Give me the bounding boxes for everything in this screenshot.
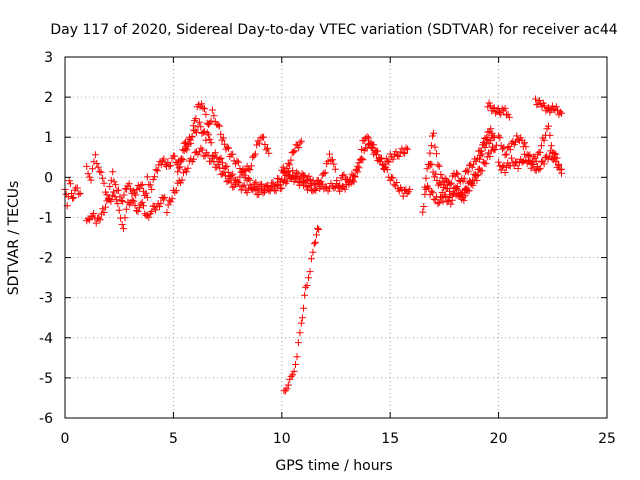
axis-ticks: 0 5 10 15 20 25 -6 -5 -4 -3 -2 -1 0 1 2 3 — [39, 50, 616, 447]
x-tick-label: 25 — [598, 431, 616, 447]
series-seg16 — [532, 95, 565, 119]
y-tick-label: -2 — [39, 251, 53, 267]
data-point-markers — [421, 141, 500, 208]
plot-frame — [64, 56, 608, 419]
chart-title: Day 117 of 2020, Sidereal Day-to-day VTE… — [50, 22, 617, 38]
y-tick-label: -4 — [39, 331, 53, 347]
series-seg11 — [421, 141, 500, 208]
data-point-markers — [425, 132, 498, 196]
data-point-markers — [280, 224, 323, 395]
series-seg2 — [83, 188, 169, 233]
series-seg8 — [300, 133, 414, 200]
x-tick-label: 0 — [61, 431, 70, 447]
grid — [65, 57, 607, 418]
series-seg6 — [163, 133, 273, 216]
data-point-markers — [163, 133, 273, 216]
data-point-markers — [174, 106, 305, 199]
y-tick-label: -5 — [39, 371, 53, 387]
x-tick-label: 10 — [273, 431, 291, 447]
y-tick-label: -1 — [39, 210, 53, 226]
y-tick-label: 2 — [44, 90, 53, 106]
series-seg3 — [83, 151, 151, 205]
y-tick-label: 0 — [44, 170, 53, 186]
x-tick-label: 20 — [490, 431, 508, 447]
x-tick-label: 15 — [381, 431, 399, 447]
data-point-markers — [83, 151, 151, 205]
series-seg9 — [280, 224, 323, 395]
data-point-markers — [300, 133, 414, 200]
data-point-markers — [484, 99, 513, 121]
series-seg13 — [484, 99, 513, 121]
data-point-markers — [495, 147, 565, 177]
x-tick-label: 5 — [169, 431, 178, 447]
x-axis-label: GPS time / hours — [275, 458, 392, 474]
y-tick-label: 3 — [44, 50, 53, 66]
y-tick-label: -3 — [39, 291, 53, 307]
data-point-markers — [83, 188, 169, 233]
series-seg15 — [495, 147, 565, 177]
series-seg12 — [425, 132, 498, 196]
y-tick-label: -6 — [39, 411, 53, 427]
y-axis-label: SDTVAR / TECUs — [6, 181, 22, 296]
data-points — [61, 95, 565, 395]
y-tick-label: 1 — [44, 130, 53, 146]
series-seg5 — [174, 106, 305, 199]
data-point-markers — [532, 95, 565, 119]
